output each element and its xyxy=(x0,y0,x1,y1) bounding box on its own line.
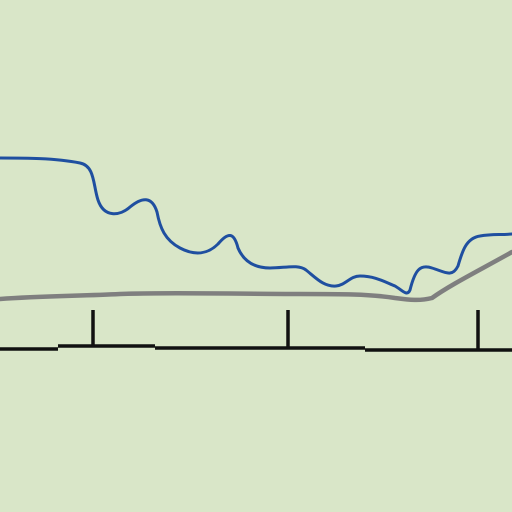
river-line xyxy=(0,156,512,295)
road-line xyxy=(0,249,512,303)
scale-bar xyxy=(0,310,512,352)
